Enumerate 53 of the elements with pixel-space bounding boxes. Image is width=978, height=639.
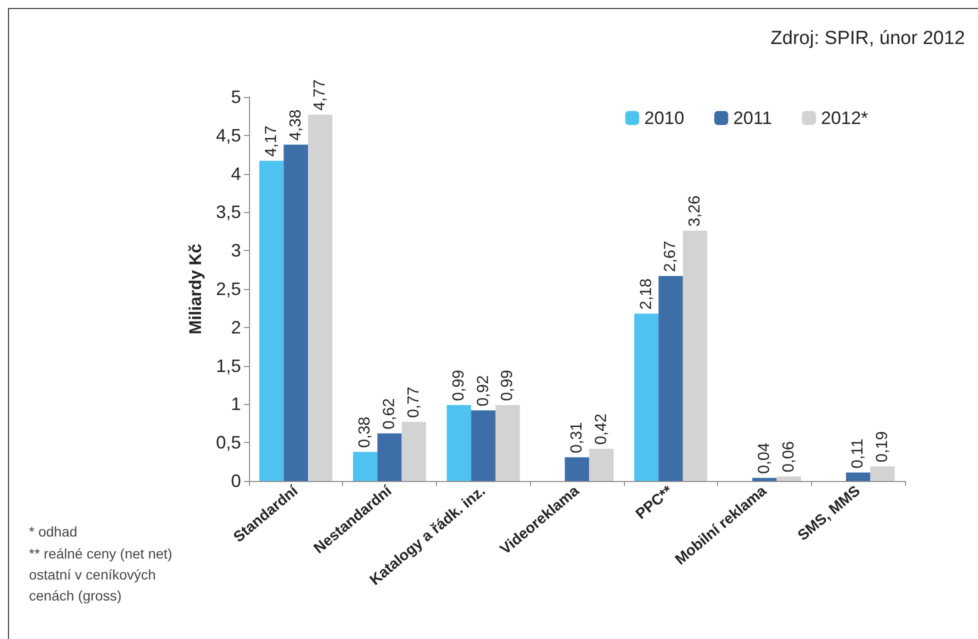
y-tick-label: 4 [230, 164, 241, 184]
data-label: 0,19 [874, 431, 892, 462]
data-label: 0,11 [850, 438, 867, 469]
y-tick-label: 1,5 [216, 356, 241, 376]
text: ** reálné ceny (net net) ostatní v ceníkových cenách (gross) [29, 546, 176, 604]
y-tick-label: 3,5 [216, 202, 241, 222]
y-axis-title: Miliardy Kč [186, 244, 205, 334]
data-label: 4,17 [262, 126, 280, 157]
data-label: 0,62 [381, 398, 398, 430]
bar [564, 457, 590, 481]
legend-label: 2012* [820, 108, 868, 128]
bar [682, 230, 708, 481]
legend-label: 2010 [644, 108, 684, 128]
y-tick-label: 2,5 [216, 279, 241, 299]
data-label: 4,77 [312, 79, 329, 111]
data-label: 4,38 [287, 109, 304, 141]
y-tick-label: 5 [230, 87, 241, 107]
bar [846, 472, 870, 481]
data-label: 0,38 [356, 416, 374, 448]
bar [259, 160, 284, 481]
data-label: 0,92 [474, 375, 492, 406]
text: Zdroj: SPIR, únor 2012 [770, 28, 966, 49]
legend-label: 2011 [733, 108, 772, 128]
data-label: 0,99 [450, 370, 468, 401]
bar [634, 314, 659, 481]
data-label: 0,99 [499, 370, 516, 401]
data-label: 0,04 [756, 442, 773, 474]
y-tick-label: 4,5 [216, 125, 241, 146]
bar [776, 476, 801, 481]
bar [658, 276, 683, 481]
data-label: 0,06 [780, 441, 798, 472]
bar [752, 478, 777, 481]
bar [446, 404, 472, 481]
data-label: 2,18 [638, 278, 655, 310]
bar [353, 452, 378, 481]
bar [377, 433, 402, 481]
bar [870, 466, 895, 481]
bar [589, 448, 614, 481]
bar [402, 422, 426, 481]
y-tick-label: 1 [230, 394, 241, 414]
bar [495, 404, 520, 481]
data-label: 0,77 [405, 386, 422, 418]
text: * odhad [29, 524, 78, 540]
bar [284, 144, 308, 481]
bar [308, 114, 332, 481]
y-tick-label: 3 [230, 240, 241, 261]
bar [471, 410, 496, 481]
data-label: 3,26 [686, 195, 704, 227]
y-tick-label: 0,5 [216, 432, 241, 453]
y-tick-label: 2 [230, 317, 241, 338]
data-label: 0,31 [568, 422, 586, 454]
data-label: 2,67 [662, 240, 680, 272]
data-label: 0,42 [592, 414, 610, 445]
